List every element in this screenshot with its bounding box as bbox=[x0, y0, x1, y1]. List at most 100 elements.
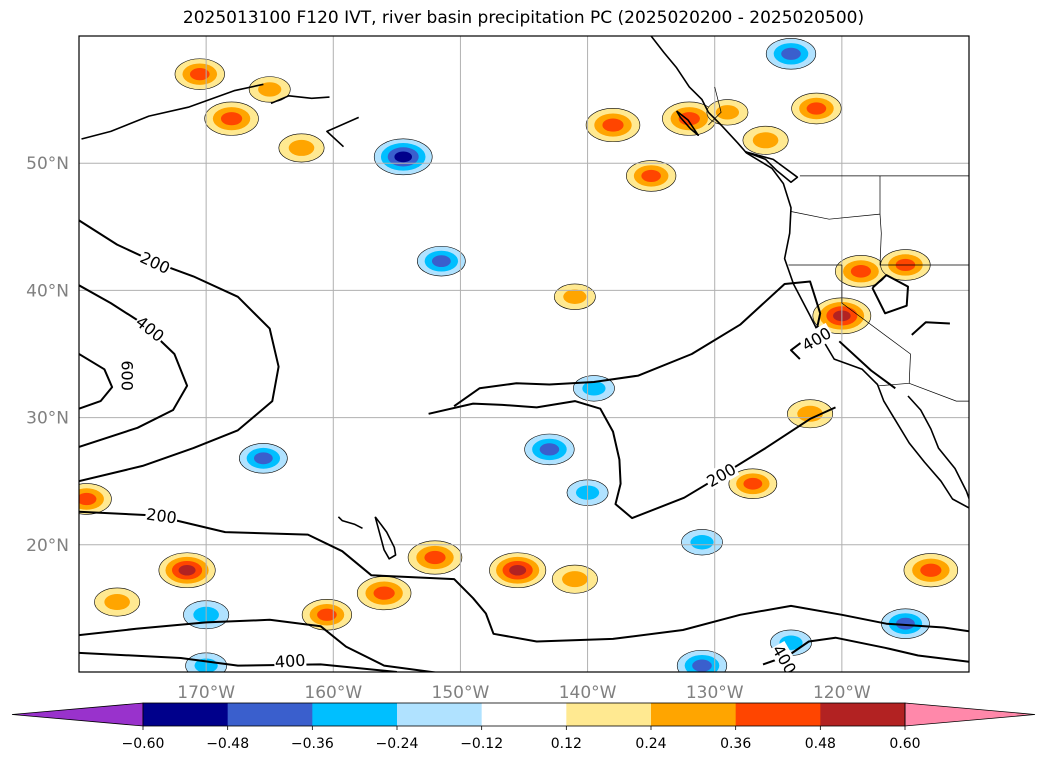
precip-contour-level bbox=[178, 564, 196, 576]
contour-label-text: 400 bbox=[132, 312, 168, 346]
colorbar-tick-label: 0.12 bbox=[551, 736, 582, 752]
precip-contour-level bbox=[562, 571, 588, 588]
ivt-contour-label: 200 bbox=[144, 504, 179, 528]
precip-positive-region bbox=[742, 125, 789, 155]
coastline bbox=[270, 95, 330, 105]
precip-contour-level bbox=[806, 102, 827, 115]
ivt-contour-label: 600 bbox=[117, 359, 137, 392]
precip-positive-region bbox=[407, 540, 463, 575]
coastline bbox=[374, 516, 397, 560]
colorbar-tick-label: −0.48 bbox=[206, 736, 249, 752]
precip-negative-region bbox=[681, 529, 723, 556]
ivt-contour-line bbox=[79, 219, 280, 483]
precip-positive-region bbox=[94, 587, 141, 617]
precip-negative-region bbox=[373, 138, 433, 176]
precip-positive-region bbox=[626, 160, 677, 192]
contour-label-background bbox=[144, 504, 179, 527]
longitude-tick-label: 160°W bbox=[304, 683, 362, 703]
longitude-tick-labels: 170°W 160°W 150°W 140°W 130°W 120°W bbox=[177, 683, 871, 703]
precip-contour-level bbox=[253, 452, 273, 465]
coastline bbox=[337, 516, 363, 530]
colorbar-tick-label: 0.36 bbox=[720, 736, 751, 752]
precip-negative-region bbox=[881, 608, 930, 639]
political-border bbox=[790, 211, 881, 220]
ivt-contour-line bbox=[871, 274, 909, 315]
plot-frame bbox=[78, 35, 970, 673]
colorbar-tick-label: 0.24 bbox=[635, 736, 666, 752]
precip-contour-level bbox=[752, 132, 779, 149]
precip-positive-region bbox=[585, 108, 641, 143]
gridlines bbox=[79, 36, 969, 672]
colorbar-segment bbox=[651, 703, 737, 726]
colorbar-segment bbox=[227, 703, 313, 726]
precip-contour-level bbox=[79, 492, 97, 506]
precip-contour-level bbox=[288, 139, 315, 156]
coastline bbox=[650, 36, 969, 509]
precip-contour-level bbox=[896, 617, 915, 630]
contour-label-background bbox=[798, 322, 835, 355]
precip-positive-region bbox=[204, 101, 259, 136]
latitude-tick-labels: 50°N 40°N 30°N 20°N bbox=[26, 154, 69, 556]
precip-positive-region bbox=[791, 92, 842, 125]
precip-positive-region bbox=[728, 468, 778, 499]
ivt-contour-line bbox=[428, 400, 836, 520]
precip-contour-level bbox=[690, 535, 714, 550]
precip-contour-level bbox=[220, 112, 243, 126]
latitude-tick-label: 20°N bbox=[26, 536, 69, 556]
colorbar-extend-low bbox=[11, 702, 144, 727]
political-border bbox=[909, 382, 969, 402]
colorbar-segment bbox=[481, 703, 567, 726]
precip-contour-level bbox=[431, 255, 451, 268]
precip-positive-region bbox=[278, 133, 325, 163]
precip-contour-level bbox=[641, 169, 661, 183]
colorbar-segment bbox=[735, 703, 821, 726]
precip-contour-level bbox=[317, 608, 337, 621]
coastline bbox=[81, 83, 264, 140]
contour-label-background bbox=[118, 359, 137, 392]
precip-contour-level bbox=[394, 151, 413, 163]
colorbar-tick-label: −0.12 bbox=[460, 736, 503, 752]
precip-positive-region bbox=[158, 552, 216, 589]
precip-contour-level bbox=[104, 594, 130, 611]
precip-negative-region bbox=[239, 443, 288, 474]
colorbar-segment bbox=[312, 703, 398, 726]
colorbar-tick-label: −0.24 bbox=[376, 736, 419, 752]
precip-contour-level bbox=[563, 289, 587, 304]
precip-positive-region bbox=[787, 399, 834, 429]
precip-contour-level bbox=[373, 586, 395, 600]
chart-title: 2025013100 F120 IVT, river basin precipi… bbox=[182, 8, 865, 28]
precip-positive-region bbox=[903, 553, 959, 588]
colorbar-frame bbox=[142, 702, 906, 727]
colorbar: −0.60 −0.48 −0.36 −0.24 −0.12 0.12 0.24 0.36 0.4… bbox=[11, 702, 1036, 752]
precip-negative-region bbox=[765, 38, 817, 70]
ivt-contour-label: 200 bbox=[136, 247, 174, 278]
ivt-contour-line bbox=[79, 510, 969, 643]
colorbar-tick-label: 0.48 bbox=[805, 736, 836, 752]
precip-contour-level bbox=[582, 381, 606, 396]
precip-positive-region bbox=[706, 99, 749, 126]
precip-contour-level bbox=[539, 443, 560, 456]
political-border bbox=[841, 265, 911, 387]
precip-positive-region bbox=[662, 101, 717, 136]
longitude-tick-label: 150°W bbox=[432, 683, 490, 703]
contour-label-background bbox=[702, 459, 740, 491]
precip-contour-level bbox=[189, 68, 210, 81]
precip-contour-level bbox=[258, 82, 282, 97]
precip-negative-region bbox=[417, 245, 466, 277]
colorbar-segment bbox=[397, 703, 483, 726]
political-border bbox=[879, 175, 969, 266]
colorbar-segment bbox=[566, 703, 652, 726]
ivt-contour-line bbox=[79, 353, 114, 410]
contour-label-text: 200 bbox=[145, 504, 178, 527]
precip-contour-level bbox=[743, 477, 763, 490]
latitude-tick-label: 40°N bbox=[26, 281, 69, 301]
longitude-tick-label: 140°W bbox=[559, 683, 617, 703]
precip-positive-region bbox=[553, 283, 596, 310]
contour-label-background bbox=[768, 640, 801, 672]
ivt-contour-line bbox=[79, 618, 440, 672]
contour-label-text: 400 bbox=[274, 651, 306, 672]
coastline bbox=[675, 110, 699, 136]
colorbar-tick-label: −0.60 bbox=[122, 736, 165, 752]
precip-positive-region bbox=[248, 76, 291, 103]
ivt-contour-line bbox=[838, 340, 896, 390]
